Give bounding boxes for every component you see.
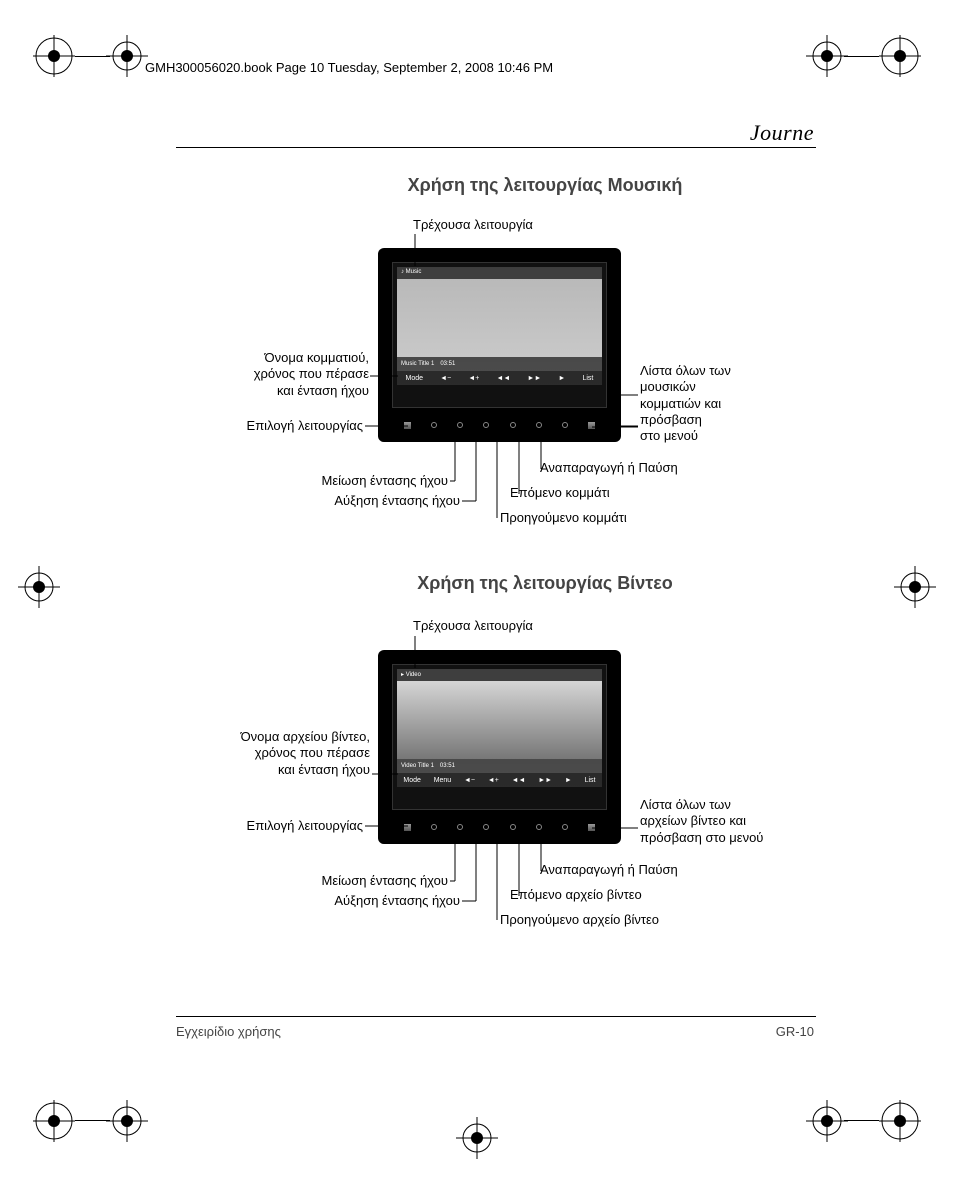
crop-mark-icon: [894, 566, 936, 608]
label-music-list: Λίστα όλων τωνμουσικώνκομματιών καιπρόσβ…: [640, 363, 770, 444]
label-music-vol-up: Αύξηση έντασης ήχου: [300, 493, 460, 509]
label-video-mode-select: Επιλογή λειτουργίας: [215, 818, 363, 834]
label-music-next: Επόμενο κομμάτι: [510, 485, 610, 501]
crop-mark-icon: [806, 35, 848, 77]
label-video-vol-down: Μείωση έντασης ήχου: [300, 873, 448, 889]
label-music-track-name: Όνομα κομματιού,χρόνος που πέρασεκαι έντ…: [185, 350, 369, 399]
page-header-text: GMH300056020.book Page 10 Tuesday, Septe…: [145, 60, 553, 75]
video-onscreen-controls: Mode Menu ◄−◄+◄◄►►► List: [397, 773, 602, 787]
video-ctrl-menu: Menu: [434, 777, 452, 784]
crop-mark-icon: [456, 1117, 498, 1159]
crop-mark-icon: [33, 1100, 75, 1142]
header-rule: [176, 147, 816, 148]
crop-rule: [844, 1120, 879, 1121]
crop-mark-icon: [879, 1100, 921, 1142]
footer-left: Εγχειρίδιο χρήσης: [176, 1024, 281, 1039]
footer-right: GR-10: [776, 1024, 814, 1039]
crop-mark-icon: [106, 1100, 148, 1142]
video-device: ▸ Video Video Title 1 03:51 Mode Menu ◄−…: [378, 650, 621, 844]
label-music-current-mode: Τρέχουσα λειτουργία: [413, 217, 533, 233]
video-file-title: Video Title 1: [401, 763, 434, 769]
video-screen-topbar: ▸ Video: [397, 669, 602, 681]
label-video-prev: Προηγούμενο αρχείο βίντεο: [500, 912, 659, 928]
label-video-vol-up: Αύξηση έντασης ήχου: [300, 893, 460, 909]
crop-rule: [75, 56, 110, 57]
video-elapsed-time: 03:51: [440, 763, 455, 769]
music-onscreen-controls: Mode ◄−◄+◄◄►►► List: [397, 371, 602, 385]
music-hw-buttons: [392, 414, 607, 436]
crop-rule: [127, 77, 128, 1097]
label-music-vol-down: Μείωση έντασης ήχου: [300, 473, 448, 489]
video-ctrl-list: List: [585, 777, 596, 784]
music-track-title: Music Title 1: [401, 361, 434, 367]
music-device: ♪ Music Music Title 1 03:51 Mode ◄−◄+◄◄►…: [378, 248, 621, 442]
crop-mark-icon: [18, 566, 60, 608]
label-video-next: Επόμενο αρχείο βίντεο: [510, 887, 642, 903]
label-video-playpause: Αναπαραγωγή ή Παύση: [540, 862, 678, 878]
brand-logo: Journe: [750, 120, 814, 146]
crop-rule: [75, 1120, 110, 1121]
music-screen-topbar: ♪ Music: [397, 267, 602, 279]
label-music-mode-select: Επιλογή λειτουργίας: [215, 418, 363, 434]
video-section-title: Χρήση της λειτουργίας Βίντεο: [265, 573, 825, 594]
music-info-bar: Music Title 1 03:51: [397, 357, 602, 371]
crop-mark-icon: [33, 35, 75, 77]
label-video-list: Λίστα όλων τωναρχείων βίντεο καιπρόσβαση…: [640, 797, 795, 846]
crop-mark-icon: [106, 35, 148, 77]
music-ctrl-list: List: [582, 375, 593, 382]
music-ctrl-mode: Mode: [406, 375, 424, 382]
crop-mark-icon: [806, 1100, 848, 1142]
video-hw-buttons: [392, 816, 607, 838]
footer-rule: [176, 1016, 816, 1017]
music-elapsed-time: 03:51: [440, 361, 455, 367]
video-screen-image: [397, 681, 602, 759]
crop-rule: [844, 56, 879, 57]
video-mode-label: Video: [406, 672, 421, 678]
label-music-prev: Προηγούμενο κομμάτι: [500, 510, 627, 526]
video-info-bar: Video Title 1 03:51: [397, 759, 602, 773]
label-video-file-name: Όνομα αρχείου βίντεο,χρόνος που πέρασεκα…: [180, 729, 370, 778]
music-section-title: Χρήση της λειτουργίας Μουσική: [265, 175, 825, 196]
label-music-playpause: Αναπαραγωγή ή Παύση: [540, 460, 678, 476]
video-ctrl-mode: Mode: [403, 777, 421, 784]
label-video-current-mode: Τρέχουσα λειτουργία: [413, 618, 533, 634]
music-screen-image: [397, 279, 602, 357]
crop-mark-icon: [879, 35, 921, 77]
music-mode-label: Music: [406, 269, 422, 275]
